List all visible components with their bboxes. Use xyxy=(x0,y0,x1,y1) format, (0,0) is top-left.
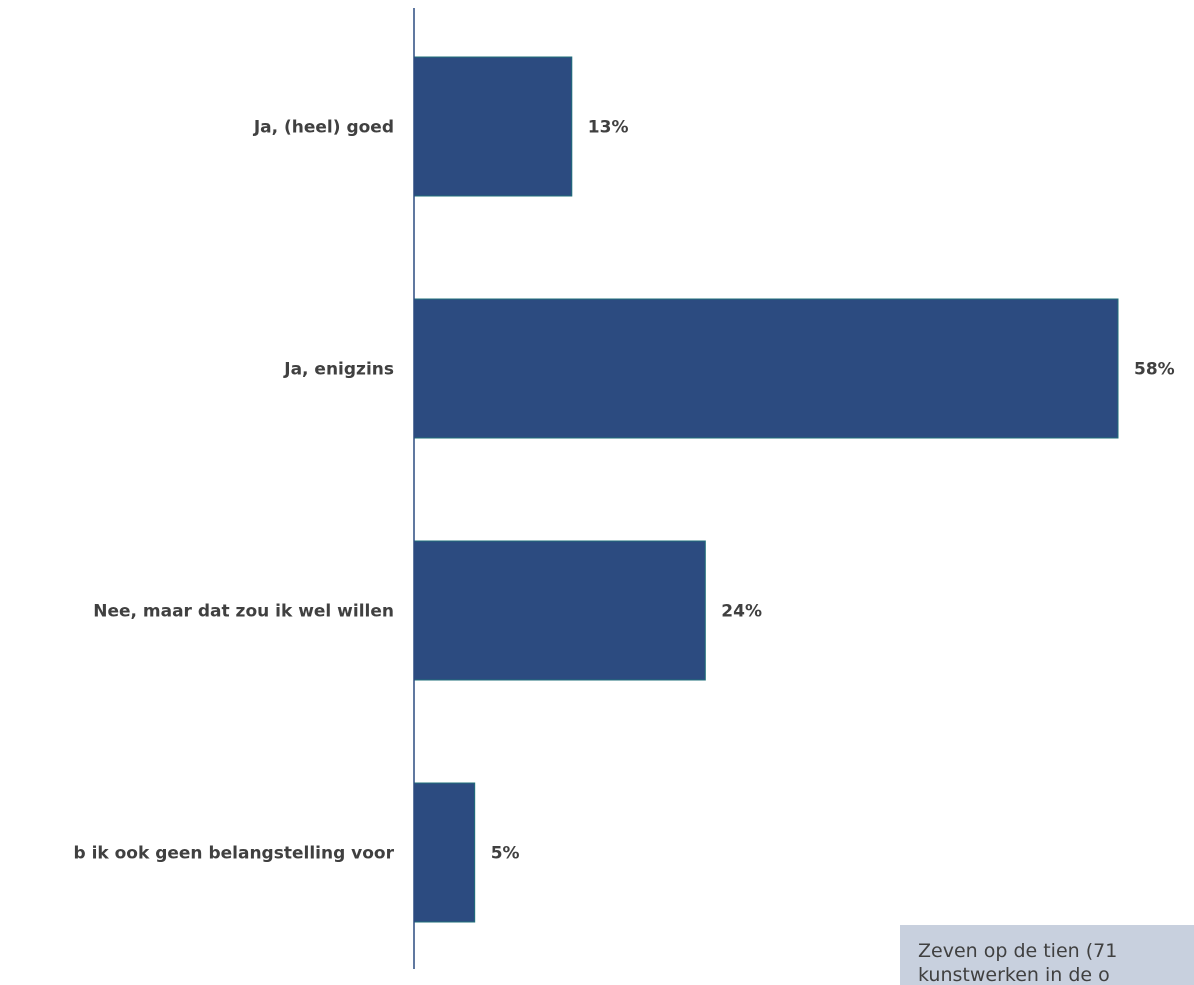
labels: Ja, (heel) goed 13% Ja, enigzins 58% Nee, ma… xyxy=(73,118,1174,864)
value-label-0: 13% xyxy=(588,118,629,138)
annotation-box: Zeven op de tien (71 kunstwerken in de o xyxy=(900,925,1194,985)
value-label-3: 5% xyxy=(491,844,520,864)
bar-1 xyxy=(413,298,1119,439)
category-label-0: Ja, (heel) goed xyxy=(253,118,394,138)
category-label-2: Nee, maar dat zou ik wel willen xyxy=(93,602,394,622)
category-label-1: Ja, enigzins xyxy=(283,360,394,380)
bar-3 xyxy=(413,782,476,923)
annotation-line-2: kunstwerken in de o xyxy=(918,964,1110,985)
annotation-line-1: Zeven op de tien (71 xyxy=(918,940,1118,962)
bar-2 xyxy=(413,540,706,681)
bar-0 xyxy=(413,56,573,197)
bars xyxy=(413,56,1119,923)
category-label-3: b ik ook geen belangstelling voor xyxy=(73,844,394,864)
value-label-2: 24% xyxy=(721,602,762,622)
value-label-1: 58% xyxy=(1134,360,1175,380)
